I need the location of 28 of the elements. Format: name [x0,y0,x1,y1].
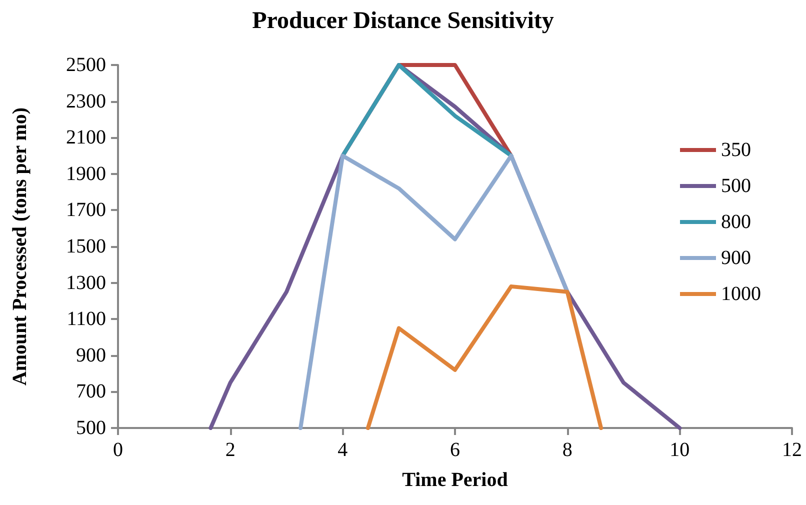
legend-label: 500 [721,175,751,197]
x-tick-label: 8 [562,439,572,461]
legend-label: 900 [721,247,751,269]
y-axis-title: Amount Processed (tons per mo) [9,107,31,386]
x-tick-label: 12 [782,439,802,461]
y-tick-label: 900 [76,344,106,366]
y-tick-label: 1900 [66,162,106,185]
legend-label: 1000 [721,283,761,305]
line-series [298,154,570,430]
legend-label: 350 [721,139,751,161]
y-tick-label: 2500 [66,54,106,76]
x-axis-title: Time Period [402,469,508,491]
chart-title: Producer Distance Sensitivity [252,8,554,34]
x-tick-label: 10 [670,439,690,461]
x-tick-label: 2 [225,439,236,461]
y-tick-label: 1300 [66,272,106,294]
y-tick-label: 2300 [66,90,106,112]
x-tick-label: 0 [113,439,123,461]
y-tick-label: 1100 [66,308,106,330]
y-tick-label: 1500 [66,236,106,258]
y-tick-label: 500 [76,417,106,439]
line-series [366,284,604,430]
x-tick-label: 4 [338,439,348,461]
legend-label: 800 [721,211,751,233]
y-tick-label: 2100 [66,126,106,149]
y-tick-label: 700 [76,380,106,403]
y-tick-label: 1700 [66,199,106,222]
x-tick-label: 6 [450,439,460,461]
